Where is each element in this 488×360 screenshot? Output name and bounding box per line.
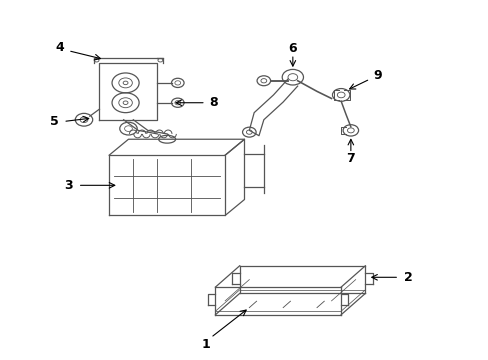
Text: 6: 6 bbox=[288, 42, 297, 55]
Text: 2: 2 bbox=[404, 271, 412, 284]
Text: 9: 9 bbox=[372, 69, 381, 82]
Text: 3: 3 bbox=[63, 179, 72, 192]
Text: 4: 4 bbox=[55, 41, 64, 54]
Text: 5: 5 bbox=[50, 115, 59, 128]
Text: 7: 7 bbox=[346, 152, 354, 165]
Text: 1: 1 bbox=[201, 338, 210, 351]
Text: 8: 8 bbox=[208, 96, 217, 109]
